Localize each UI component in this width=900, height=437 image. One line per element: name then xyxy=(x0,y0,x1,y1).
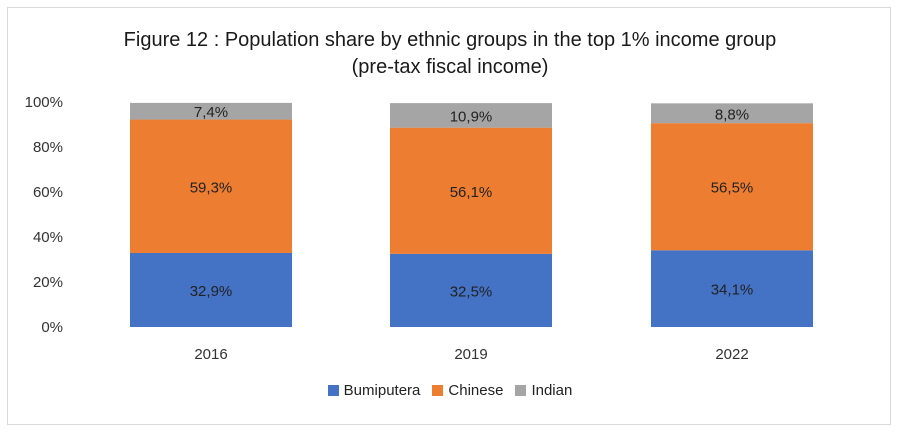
y-tick-label: 60% xyxy=(33,184,63,201)
bar-segment-indian xyxy=(130,102,292,120)
data-label: 59,3% xyxy=(190,179,233,196)
data-label: 7,4% xyxy=(194,104,228,121)
bar-segment-bumiputera xyxy=(651,250,813,327)
data-label: 32,5% xyxy=(450,283,493,300)
chart-legend: Bumiputera Chinese Indian xyxy=(0,382,900,399)
bar-segment-chinese xyxy=(651,123,813,251)
legend-label: Chinese xyxy=(448,382,504,399)
data-label: 10,9% xyxy=(450,108,493,125)
data-label: 56,1% xyxy=(450,184,493,201)
bar-segment-chinese xyxy=(390,127,552,254)
legend-swatch xyxy=(515,385,527,396)
legend-label: Bumiputera xyxy=(343,382,421,399)
data-label: 34,1% xyxy=(711,282,754,299)
y-tick-label: 100% xyxy=(25,94,63,111)
legend-item: Chinese xyxy=(432,382,503,399)
data-label: 8,8% xyxy=(715,106,749,123)
data-label: 32,9% xyxy=(190,283,233,300)
x-tick-label: 2022 xyxy=(715,346,748,363)
chart-title: Figure 12 : Population share by ethnic g… xyxy=(123,29,777,51)
legend-swatch xyxy=(327,385,339,396)
legend-item: Indian xyxy=(515,382,572,399)
data-label: 56,5% xyxy=(711,180,754,197)
y-tick-label: 0% xyxy=(41,319,63,336)
legend-item: Bumiputera xyxy=(327,382,421,399)
bar-segment-indian xyxy=(651,103,813,124)
chart-subtitle: (pre-tax fiscal income) xyxy=(351,56,549,78)
x-tick-label: 2016 xyxy=(194,346,227,363)
y-tick-label: 80% xyxy=(33,139,63,156)
bar-segment-bumiputera xyxy=(130,252,292,327)
bar-segment-chinese xyxy=(130,119,292,253)
y-tick-label: 40% xyxy=(33,229,63,246)
legend-swatch xyxy=(432,385,444,396)
bar-segment-bumiputera xyxy=(390,253,552,327)
x-tick-label: 2019 xyxy=(454,346,487,363)
legend-label: Indian xyxy=(531,382,573,399)
bar-segment-indian xyxy=(390,103,552,128)
y-tick-label: 20% xyxy=(33,274,63,291)
